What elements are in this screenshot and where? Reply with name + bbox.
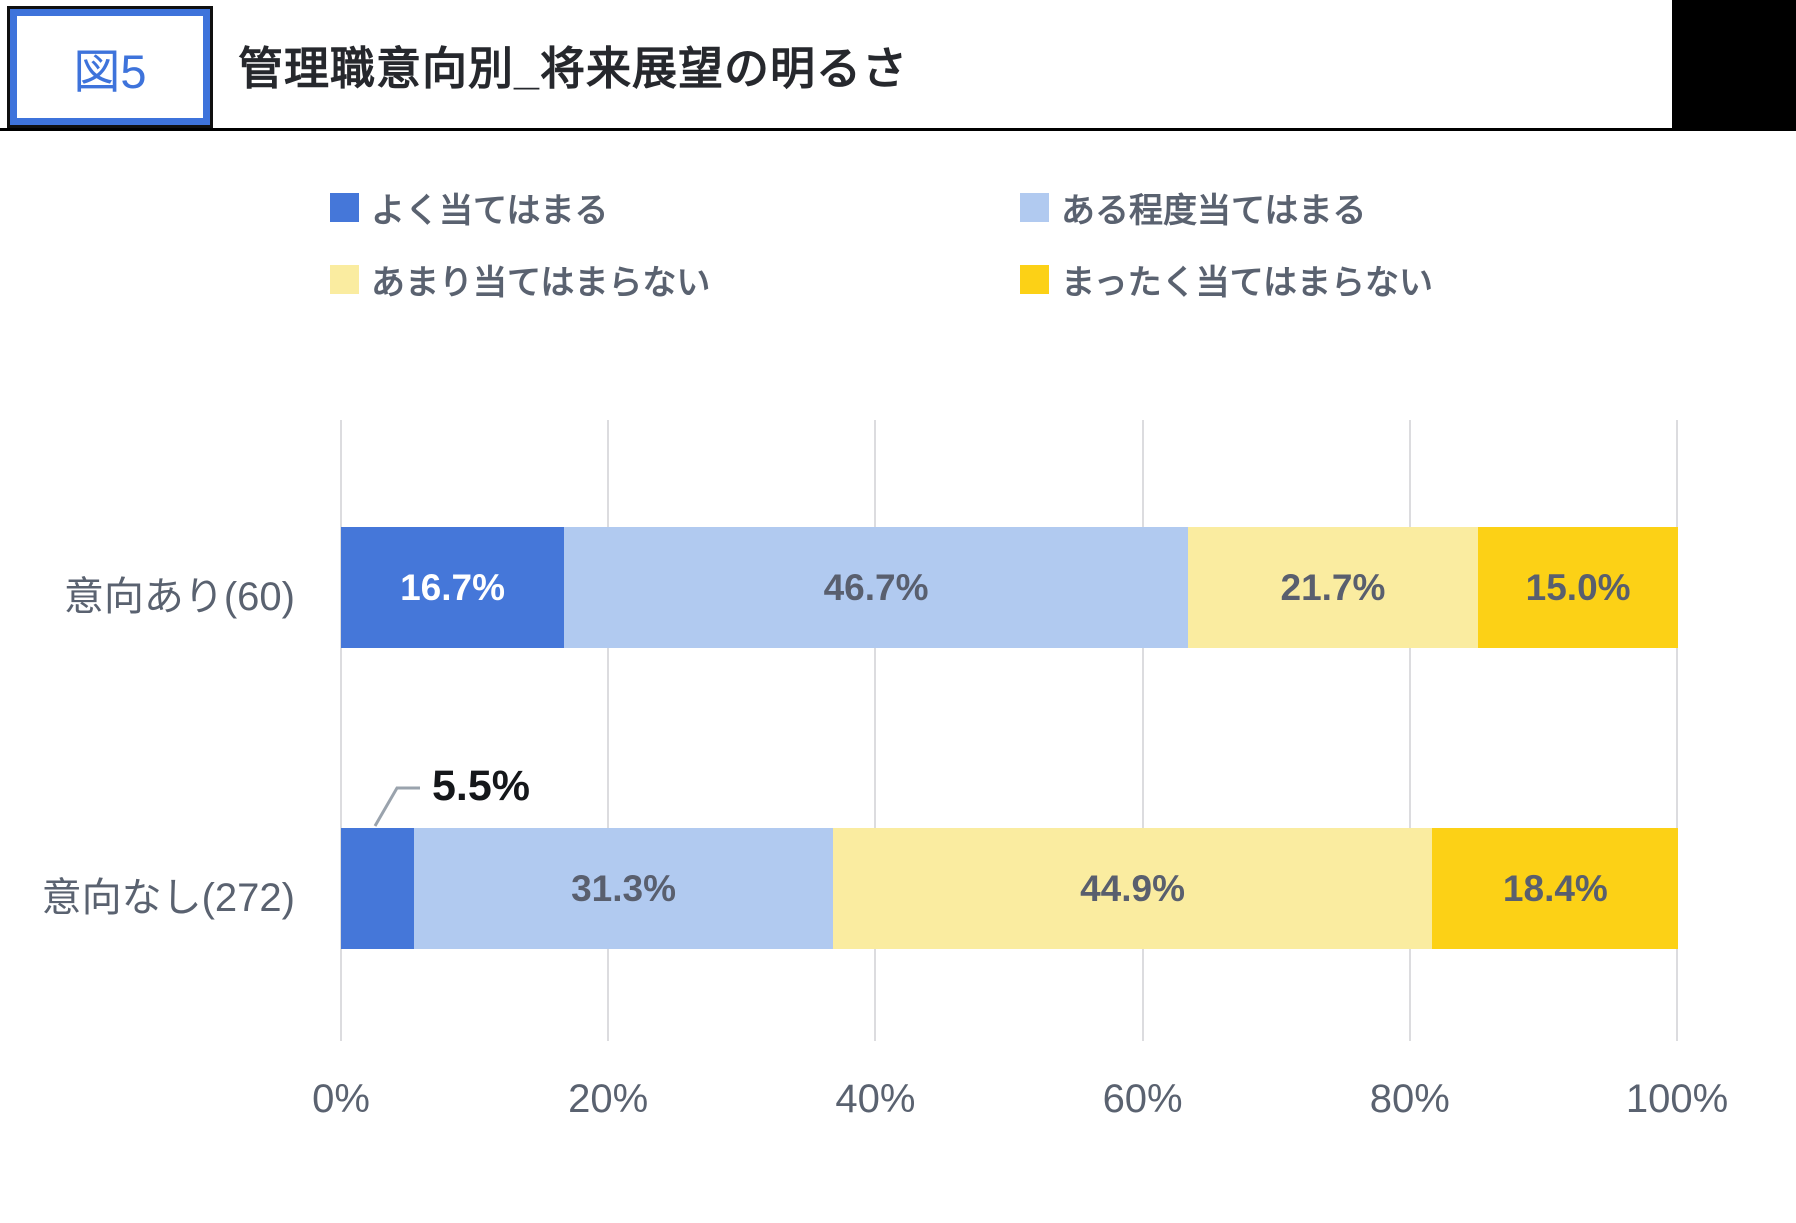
- gridline: [874, 420, 877, 1041]
- x-axis-tick-label: 100%: [1625, 1077, 1729, 1121]
- x-axis-tick-label: 60%: [1102, 1077, 1183, 1121]
- x-axis-tick-label: 40%: [835, 1077, 916, 1121]
- legend-label: よく当てはまる: [371, 192, 609, 230]
- bar-value-label: 15.0%: [1525, 566, 1631, 608]
- bar-row: 31.3% 44.9% 18.4%: [341, 828, 1679, 949]
- gridline: [340, 420, 342, 1041]
- bar-segment: 15.0%: [1477, 527, 1679, 648]
- x-axis-tick-label: 80%: [1369, 1077, 1450, 1121]
- legend-swatch: [1020, 193, 1049, 222]
- bar-segment: 21.7%: [1188, 527, 1478, 648]
- gridline: [1141, 420, 1144, 1041]
- gridline: [1408, 420, 1411, 1041]
- bar-segment: 16.7%: [341, 527, 565, 648]
- bar-value-label: 31.3%: [571, 867, 676, 909]
- bar-segment: 18.4%: [1432, 828, 1679, 949]
- legend-label: まったく当てはまらない: [1061, 264, 1433, 302]
- bar-value-label: 18.4%: [1502, 867, 1608, 909]
- callout-value-label: 5.5%: [432, 762, 531, 810]
- bar-segment: 46.7%: [564, 527, 1189, 648]
- bar-row: 16.7% 46.7% 21.7% 15.0%: [341, 527, 1679, 648]
- header-divider: [0, 128, 1796, 131]
- legend-item: ある程度当てはまる: [1020, 183, 1366, 232]
- legend-swatch: [330, 265, 359, 294]
- figure-number-label: 図5: [73, 44, 147, 98]
- bar-segment: [341, 828, 415, 949]
- legend-item: あまり当てはまらない: [330, 255, 710, 304]
- legend-swatch: [330, 193, 359, 222]
- bar-value-label: 46.7%: [823, 566, 929, 608]
- legend-swatch: [1020, 265, 1049, 294]
- legend-label: ある程度当てはまる: [1061, 192, 1367, 230]
- category-label: 意向あり(60): [63, 574, 295, 619]
- bar-segment: 31.3%: [414, 828, 833, 949]
- x-axis-tick-label: 0%: [312, 1077, 370, 1121]
- x-axis-tick-label: 20%: [568, 1077, 649, 1121]
- figure-number-badge: 図5: [7, 6, 213, 128]
- gridline: [607, 420, 610, 1041]
- legend-item: まったく当てはまらない: [1020, 255, 1433, 304]
- category-label: 意向なし(272): [41, 875, 295, 920]
- bar-value-label: 44.9%: [1080, 867, 1186, 909]
- bar-value-label: 21.7%: [1280, 566, 1386, 608]
- legend-label: あまり当てはまらない: [371, 264, 711, 302]
- gridline: [1676, 420, 1678, 1041]
- legend-item: よく当てはまる: [330, 183, 608, 232]
- page-title: 管理職意向別_将来展望の明るさ: [238, 43, 909, 94]
- corner-black-block: [1672, 0, 1796, 130]
- bar-segment: 44.9%: [832, 828, 1433, 949]
- bar-value-label: 16.7%: [400, 566, 506, 608]
